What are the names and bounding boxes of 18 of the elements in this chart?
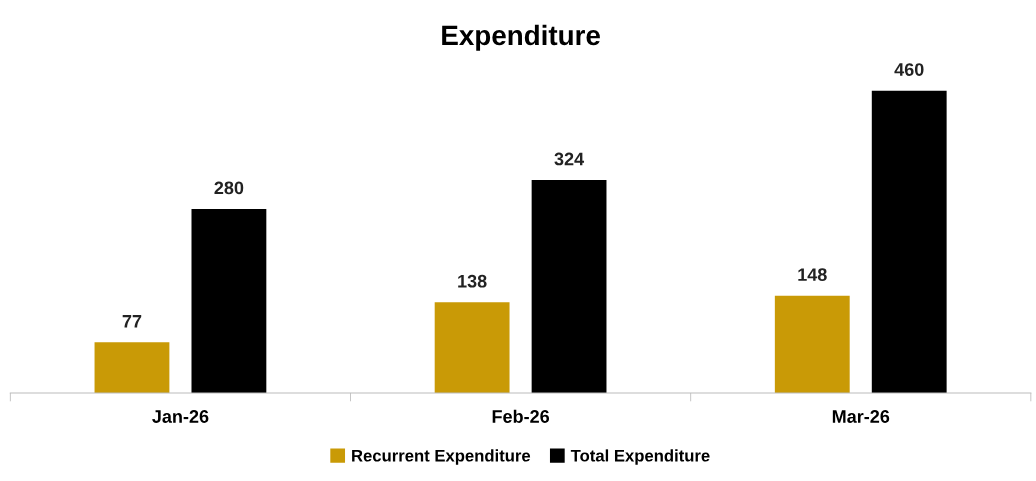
x-tick-label: Jan-26 <box>152 410 209 423</box>
data-label: 324 <box>554 152 585 166</box>
bar <box>774 295 850 393</box>
bar <box>191 208 267 393</box>
legend-label: Recurrent Expenditure <box>352 449 531 465</box>
bar <box>94 342 170 393</box>
x-tick-label: Mar-26 <box>832 410 890 423</box>
data-label: 280 <box>214 181 244 195</box>
data-label: 138 <box>458 274 487 288</box>
data-label: 77 <box>122 315 142 328</box>
data-label: 460 <box>894 63 924 76</box>
bar <box>871 90 947 393</box>
bar <box>434 302 510 393</box>
chart-title: Expenditure <box>442 24 600 51</box>
data-label: 148 <box>798 268 827 282</box>
bar <box>531 180 607 393</box>
legend-label: Total Expenditure <box>570 449 710 465</box>
x-tick-label: Feb-26 <box>492 409 550 423</box>
